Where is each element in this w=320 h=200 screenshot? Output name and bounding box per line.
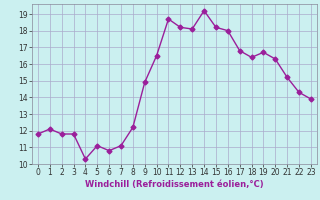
X-axis label: Windchill (Refroidissement éolien,°C): Windchill (Refroidissement éolien,°C): [85, 180, 264, 189]
